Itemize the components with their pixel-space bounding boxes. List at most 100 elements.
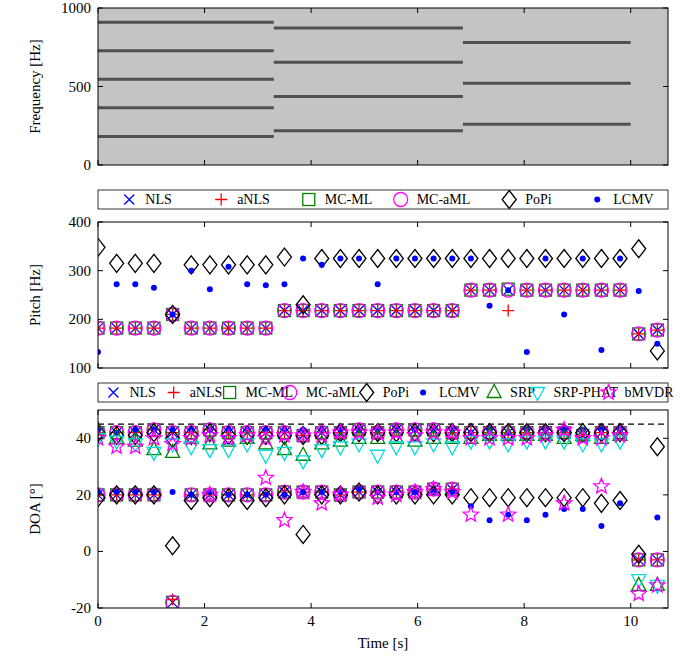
point xyxy=(258,470,273,484)
point xyxy=(98,430,106,444)
point xyxy=(316,305,328,317)
legend-label: aNLS xyxy=(237,192,270,207)
point xyxy=(333,487,348,501)
point xyxy=(354,306,364,316)
legend: NLSaNLSMC-MLMC-aMLPoPiLCMVSRPSRP-PHATbMV… xyxy=(98,383,674,402)
point xyxy=(445,425,460,439)
point xyxy=(594,250,608,268)
point xyxy=(558,284,570,296)
point xyxy=(371,304,385,318)
point xyxy=(429,306,439,316)
point xyxy=(594,430,609,444)
point xyxy=(652,555,662,565)
point xyxy=(538,427,553,441)
point xyxy=(222,256,236,274)
point xyxy=(259,450,273,463)
point xyxy=(576,250,590,268)
point xyxy=(447,306,457,316)
y-tick xyxy=(98,438,668,439)
point xyxy=(170,489,176,495)
point xyxy=(632,327,646,341)
point xyxy=(410,306,420,316)
point xyxy=(445,424,459,442)
point xyxy=(132,281,138,287)
point xyxy=(538,250,552,268)
point xyxy=(505,512,511,518)
y-tick xyxy=(98,608,668,609)
x-tick-label: 10 xyxy=(623,613,638,629)
point xyxy=(389,304,403,318)
legend-box xyxy=(98,383,668,402)
point xyxy=(650,577,665,591)
point xyxy=(166,305,180,323)
point xyxy=(483,250,497,268)
point xyxy=(634,329,644,339)
legend-marker xyxy=(224,387,236,399)
x-tick xyxy=(98,410,99,608)
x-tick-label: 6 xyxy=(414,613,422,629)
harmonic-track xyxy=(274,27,463,30)
point xyxy=(260,322,272,334)
point xyxy=(147,488,161,502)
point xyxy=(539,284,551,296)
y-axis-title: Frequency [Hz] xyxy=(27,39,43,134)
harmonic-track xyxy=(463,123,631,126)
y-tick-label: 20 xyxy=(76,487,91,503)
point xyxy=(370,425,385,439)
legend-label: MC-aML xyxy=(306,385,360,400)
legend-marker xyxy=(601,385,616,399)
point xyxy=(98,321,105,335)
point xyxy=(129,322,141,334)
point xyxy=(281,281,287,287)
point xyxy=(389,486,403,504)
point xyxy=(650,438,664,456)
point xyxy=(446,305,458,317)
point xyxy=(352,439,366,452)
y-tick-label: 200 xyxy=(69,311,92,327)
point xyxy=(261,490,271,500)
point xyxy=(650,323,664,337)
legend-label: SRP-PHAT xyxy=(553,385,618,400)
point xyxy=(371,450,385,463)
point xyxy=(654,514,660,520)
point xyxy=(207,286,213,292)
x-tick xyxy=(630,8,631,165)
point xyxy=(594,283,608,297)
x-tick xyxy=(204,222,205,368)
point xyxy=(114,489,120,495)
point xyxy=(314,495,329,509)
point xyxy=(557,436,571,449)
point xyxy=(203,424,217,442)
point xyxy=(226,264,232,270)
point xyxy=(258,430,273,444)
point xyxy=(445,426,459,440)
legend-label: MC-aML xyxy=(417,192,471,207)
point xyxy=(296,296,310,314)
x-tick xyxy=(524,222,525,368)
y-tick xyxy=(98,494,668,495)
legend-marker xyxy=(594,197,600,203)
point xyxy=(300,489,306,495)
plot-area xyxy=(98,422,668,608)
point xyxy=(408,442,422,455)
point xyxy=(463,430,478,444)
point xyxy=(595,284,607,296)
point xyxy=(651,554,663,566)
point xyxy=(389,487,404,501)
point xyxy=(390,305,402,317)
legend-marker xyxy=(108,388,118,398)
point xyxy=(317,306,327,316)
point xyxy=(617,256,623,262)
point xyxy=(389,250,403,268)
point xyxy=(427,482,441,496)
point xyxy=(147,447,161,460)
point xyxy=(353,305,365,317)
point xyxy=(373,306,383,316)
point xyxy=(449,489,455,495)
legend-label: NLS xyxy=(145,192,171,207)
point xyxy=(351,425,366,439)
point xyxy=(426,425,441,439)
point xyxy=(295,427,310,441)
point xyxy=(389,424,403,442)
point xyxy=(615,285,625,295)
